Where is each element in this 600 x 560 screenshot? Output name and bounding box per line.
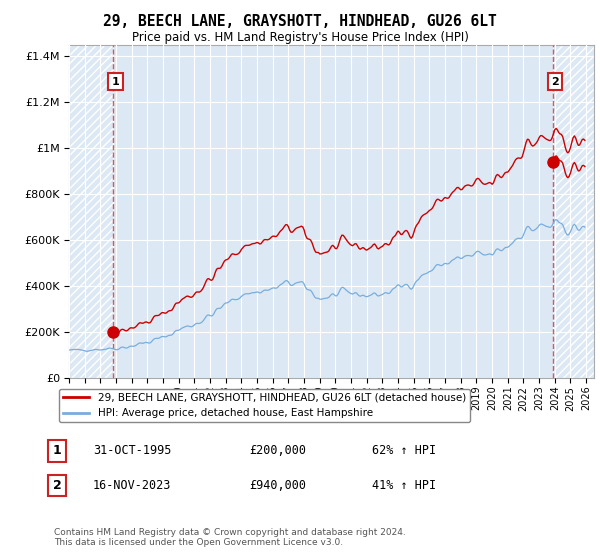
Text: 31-OCT-1995: 31-OCT-1995 bbox=[93, 444, 172, 458]
Bar bbox=[69, 45, 113, 378]
Text: £200,000: £200,000 bbox=[249, 444, 306, 458]
Bar bbox=[69, 45, 113, 378]
Text: 41% ↑ HPI: 41% ↑ HPI bbox=[372, 479, 436, 492]
Text: Contains HM Land Registry data © Crown copyright and database right 2024.
This d: Contains HM Land Registry data © Crown c… bbox=[54, 528, 406, 547]
Bar bbox=[553, 45, 594, 378]
Text: 16-NOV-2023: 16-NOV-2023 bbox=[93, 479, 172, 492]
Text: 1: 1 bbox=[112, 77, 119, 87]
Text: 2: 2 bbox=[551, 77, 559, 87]
Text: 29, BEECH LANE, GRAYSHOTT, HINDHEAD, GU26 6LT: 29, BEECH LANE, GRAYSHOTT, HINDHEAD, GU2… bbox=[103, 14, 497, 29]
Text: 62% ↑ HPI: 62% ↑ HPI bbox=[372, 444, 436, 458]
Legend: 29, BEECH LANE, GRAYSHOTT, HINDHEAD, GU26 6LT (detached house), HPI: Average pri: 29, BEECH LANE, GRAYSHOTT, HINDHEAD, GU2… bbox=[59, 389, 470, 422]
Text: £940,000: £940,000 bbox=[249, 479, 306, 492]
Text: 2: 2 bbox=[53, 479, 61, 492]
Text: Price paid vs. HM Land Registry's House Price Index (HPI): Price paid vs. HM Land Registry's House … bbox=[131, 31, 469, 44]
Bar bbox=[69, 45, 113, 378]
Text: 1: 1 bbox=[53, 444, 61, 458]
